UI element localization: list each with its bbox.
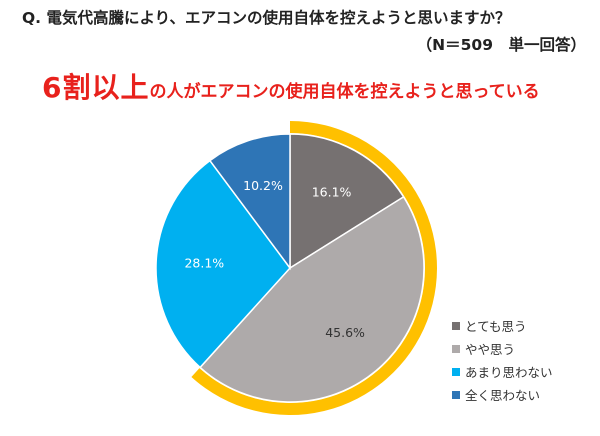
legend-item-4: 全く思わない [452,383,553,406]
legend-label-2: やや思う [465,342,516,357]
legend-swatch-1 [452,321,460,330]
pie-slice-4 [208,133,291,271]
highlight-arc [191,121,437,415]
legend-swatch-3 [452,367,460,376]
legend-item-1: とても思う [452,314,553,337]
chart-legend: とても思うやや思うあまり思わない 全く思わない [452,314,553,406]
legend-swatch-2 [452,344,460,353]
pie-slice-3 [155,159,291,369]
legend-label-1: とても思う [465,319,527,334]
headline: 6割以上の人がエアコンの使用自体を控えようと思っている [42,66,540,106]
pie-slice-1 [289,133,405,270]
legend-item-2: やや思う [452,337,553,360]
slice-value-label-3: 28.1% [184,255,224,270]
legend-swatch-4 [452,390,460,399]
headline-rest: の人がエアコンの使用自体を控えようと思っている [149,82,540,102]
slice-value-label-1: 16.1% [312,184,352,199]
slice-value-label-2: 45.6% [325,325,365,340]
pie-slice-2 [199,195,425,403]
legend-item-3: あまり思わない [452,360,553,383]
legend-label-3: あまり思わない [465,365,553,380]
question-text: Q. 電気代高騰により、エアコンの使用自体を控えようと思いますか？ [22,9,511,27]
legend-label-4: 全く思わない [465,388,541,403]
sample-size-note: （N＝509 単一回答） [416,36,586,54]
headline-emphasis: 6割以上 [42,71,150,104]
slice-value-label-4: 10.2% [243,178,283,193]
